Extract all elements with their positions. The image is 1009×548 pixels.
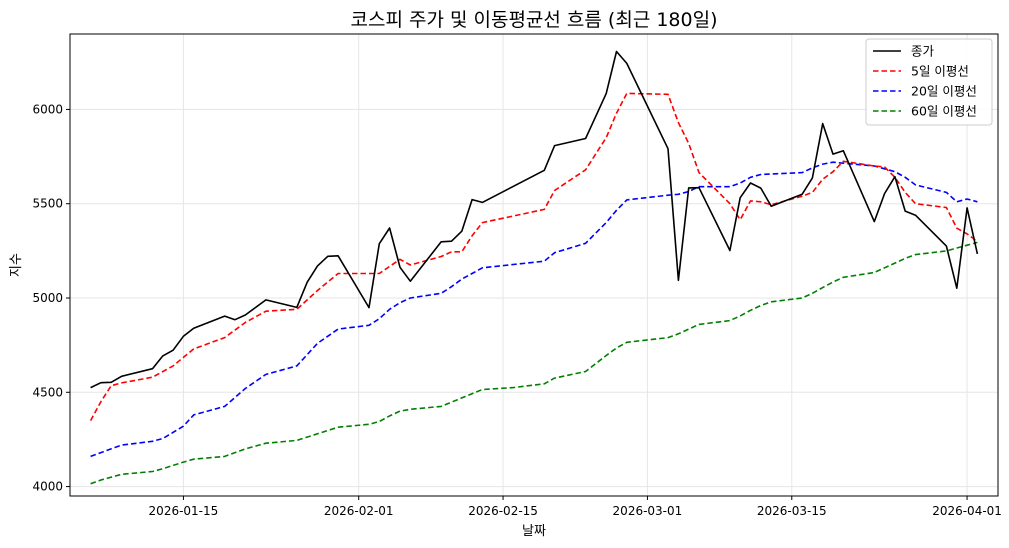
series-line-1 xyxy=(89,92,978,421)
y-tick-label: 6000 xyxy=(32,102,63,116)
legend-label: 60일 이평선 xyxy=(911,104,977,119)
y-tick-label: 5500 xyxy=(32,197,63,211)
chart-title: 코스피 주가 및 이동평균선 흐름 (최근 180일) xyxy=(350,9,717,31)
legend-box xyxy=(865,38,993,126)
series-layer xyxy=(89,50,979,485)
y-axis-ticks: 4000 4500 5000 5500 6000 xyxy=(32,102,70,494)
x-tick-label: 2026-03-15 xyxy=(757,504,827,518)
y-tick-label: 4500 xyxy=(32,385,63,399)
y-tick-label: 5000 xyxy=(32,291,63,305)
x-axis-label: 날짜 xyxy=(522,524,546,539)
series-line-2 xyxy=(90,161,978,458)
y-axis-label: 지수 xyxy=(9,253,24,277)
x-tick-label: 2026-03-01 xyxy=(613,504,683,518)
y-tick-label: 4000 xyxy=(32,480,63,494)
x-tick-label: 2026-04-01 xyxy=(932,504,1002,518)
legend-label: 종가 xyxy=(911,44,935,59)
series-line-3 xyxy=(90,241,978,485)
grid-layer xyxy=(70,34,998,496)
x-axis-ticks: 2026-01-15 2026-02-01 2026-02-15 2026-03-01… xyxy=(149,496,1002,518)
x-tick-label: 2026-02-15 xyxy=(468,504,538,518)
x-tick-label: 2026-01-15 xyxy=(149,504,219,518)
x-tick-label: 2026-02-01 xyxy=(324,504,394,518)
legend-label: 20일 이평선 xyxy=(911,84,977,99)
legend-label: 5일 이평선 xyxy=(911,64,969,79)
plot-frame xyxy=(69,33,999,497)
legend: 종가 5일 이평선 20일 이평선 60일 이평선 xyxy=(865,38,993,126)
series-line-0 xyxy=(90,50,979,389)
